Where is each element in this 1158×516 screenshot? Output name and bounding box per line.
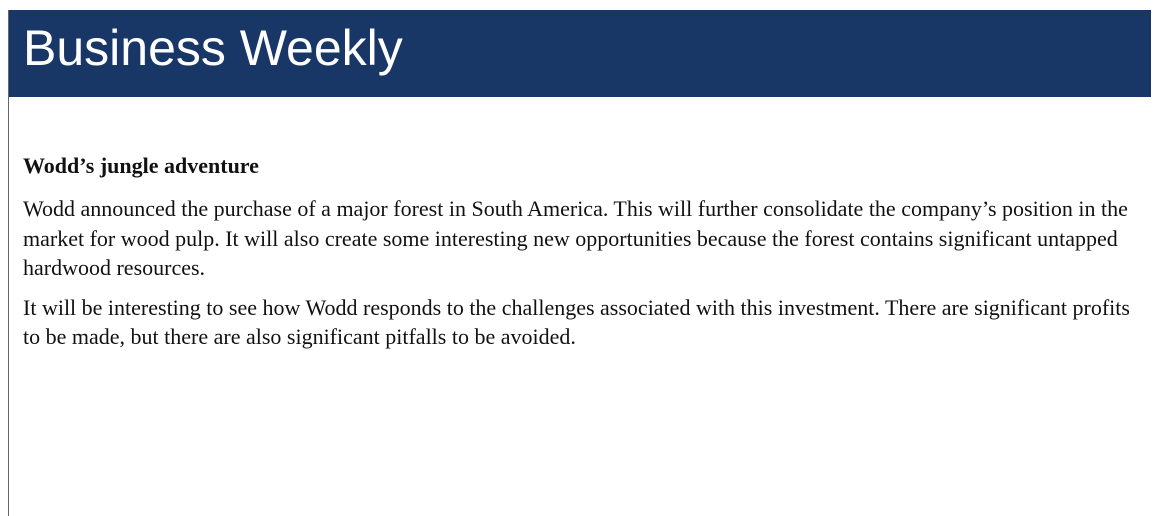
article-heading: Wodd’s jungle adventure xyxy=(23,153,259,178)
article-paragraph: Wodd announced the purchase of a major f… xyxy=(23,196,1128,280)
article: Wodd’s jungle adventure Wodd announced t… xyxy=(23,152,1133,362)
header-banner: Business Weekly xyxy=(9,10,1151,97)
header-title: Business Weekly xyxy=(23,20,403,76)
article-frame: Business Weekly Wodd’s jungle adventure … xyxy=(8,10,1151,516)
article-paragraph: It will be interesting to see how Wodd r… xyxy=(23,294,1130,350)
